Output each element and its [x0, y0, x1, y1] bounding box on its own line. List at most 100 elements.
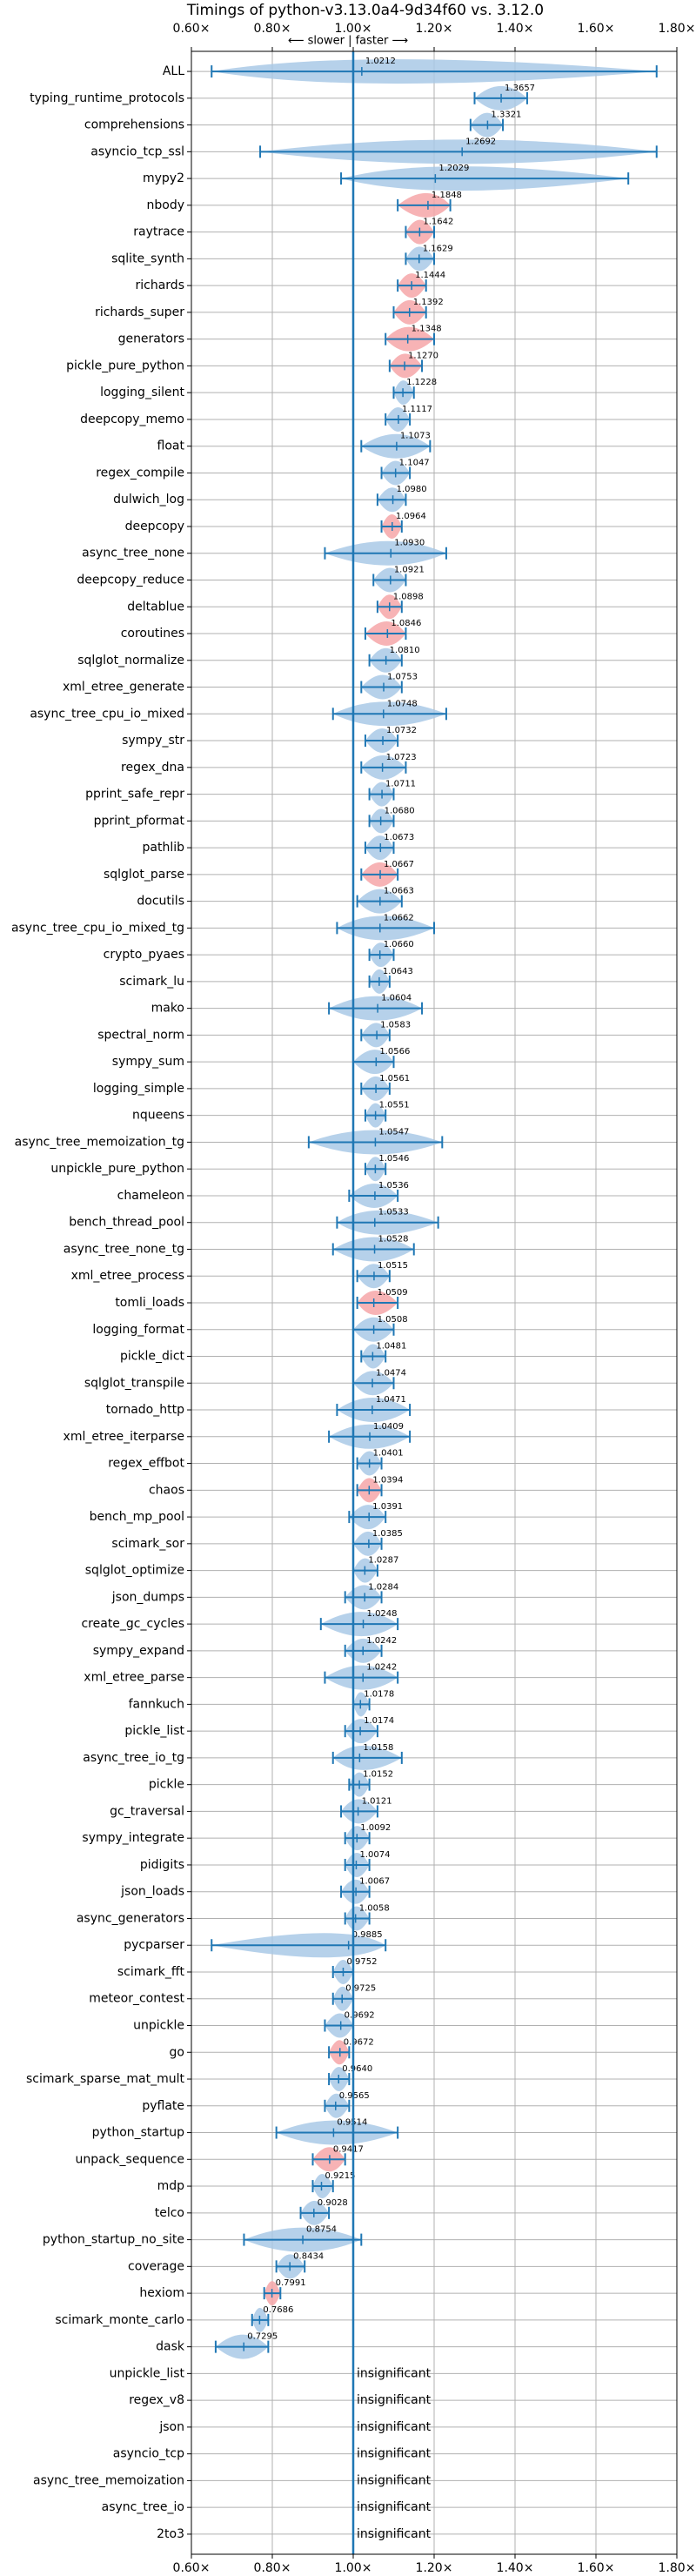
- x-tick-label: 1.40×: [497, 22, 534, 36]
- y-tick-label: chameleon: [117, 1189, 184, 1203]
- y-tick-label: pidigits: [140, 1858, 184, 1872]
- y-tick-label: spectral_norm: [97, 1028, 184, 1042]
- y-tick-label: meteor_contest: [89, 1992, 184, 2006]
- value-label: 1.0930: [394, 539, 425, 548]
- value-label: 1.0158: [363, 1743, 393, 1753]
- value-label: 1.0067: [359, 1877, 390, 1887]
- y-tick-label: json: [158, 2420, 184, 2434]
- y-tick-label: ALL: [163, 64, 184, 78]
- y-tick-label: sympy_str: [122, 734, 184, 748]
- value-label: 1.0212: [365, 57, 396, 66]
- value-label: 1.0660: [384, 940, 414, 949]
- y-tick-label: nqueens: [132, 1109, 184, 1123]
- chart-title: Timings of python-v3.13.0a4-9d34f60 vs. …: [186, 2, 544, 19]
- value-label: 1.0964: [396, 512, 426, 521]
- value-label: 1.0242: [366, 1636, 397, 1646]
- y-tick-label: generators: [118, 332, 184, 346]
- value-label: 0.9752: [346, 1957, 377, 1967]
- plot-frame: [191, 50, 678, 2555]
- value-label: 0.8754: [306, 2225, 337, 2235]
- y-tick-label: deltablue: [127, 600, 184, 614]
- y-tick-label: regex_v8: [129, 2393, 184, 2407]
- y-tick-label: scimark_monte_carlo: [55, 2313, 184, 2327]
- y-tick-label: xml_etree_generate: [63, 681, 184, 694]
- y-tick-label: dulwich_log: [113, 493, 184, 506]
- value-label: 1.0547: [378, 1127, 409, 1137]
- value-label: 0.7686: [263, 2305, 293, 2315]
- value-label: 1.1348: [412, 325, 442, 334]
- y-tick-label: sqlglot_transpile: [84, 1376, 184, 1390]
- y-tick-label: sqlite_synth: [111, 252, 184, 265]
- y-tick-label: unpickle_list: [110, 2366, 185, 2380]
- value-label: 1.0515: [378, 1261, 408, 1271]
- value-label: 0.9215: [325, 2171, 355, 2181]
- y-tick-label: sqlglot_optimize: [85, 1564, 184, 1578]
- y-tick-label: pprint_safe_repr: [85, 788, 184, 802]
- y-tick-label: deepcopy_reduce: [77, 573, 184, 587]
- y-tick-label: typing_runtime_protocols: [30, 91, 184, 105]
- value-label: 1.1392: [413, 298, 444, 307]
- annotation: insignificant: [357, 2366, 432, 2380]
- y-tick-label: logging_format: [92, 1323, 184, 1337]
- y-tick-label: chaos: [149, 1483, 184, 1497]
- y-tick-label: pyflate: [142, 2099, 184, 2113]
- y-tick-label: tomli_loads: [115, 1296, 184, 1310]
- y-tick-label: xml_etree_process: [71, 1269, 184, 1283]
- y-tick-label: pickle_list: [124, 1724, 184, 1738]
- y-tick-label: comprehensions: [84, 118, 184, 132]
- value-label: 1.3321: [491, 111, 521, 120]
- x-axis-label: ⟵ slower | faster ⟶: [288, 35, 408, 48]
- value-label: 1.0561: [379, 1074, 410, 1083]
- y-tick-label: scimark_sor: [111, 1537, 184, 1551]
- y-tick-label: pycparser: [124, 1938, 184, 1952]
- value-label: 1.1117: [402, 405, 432, 414]
- annotation: insignificant: [357, 2473, 432, 2487]
- y-tick-label: crypto_pyaes: [104, 948, 184, 962]
- y-tick-label: coverage: [128, 2259, 184, 2273]
- value-label: 1.2029: [438, 164, 469, 173]
- value-label: 1.1848: [432, 191, 462, 200]
- value-label: 1.0846: [391, 619, 421, 628]
- y-tick-label: json_dumps: [111, 1590, 184, 1604]
- value-label: 1.0667: [384, 860, 414, 869]
- y-tick-label: scimark_sparse_mat_mult: [26, 2072, 184, 2086]
- value-label: 1.0643: [383, 967, 413, 976]
- value-label: 0.9692: [345, 2011, 375, 2021]
- value-label: 1.0385: [372, 1529, 403, 1539]
- y-tick-label: docutils: [137, 895, 184, 909]
- y-tick-label: scimark_fft: [117, 1965, 185, 1979]
- value-label: 1.0471: [376, 1395, 406, 1405]
- y-tick-label: async_tree_cpu_io_mixed_tg: [11, 921, 184, 935]
- y-tick-label: pickle_pure_python: [66, 359, 184, 372]
- value-label: 1.0566: [379, 1047, 410, 1057]
- value-label: 1.0536: [378, 1181, 409, 1191]
- y-tick-label: bench_mp_pool: [90, 1510, 184, 1524]
- y-tick-label: logging_simple: [93, 1082, 184, 1096]
- y-tick-label: go: [170, 2045, 184, 2059]
- value-label: 1.0284: [368, 1582, 398, 1592]
- y-tick-label: async_tree_none_tg: [64, 1242, 184, 1256]
- y-tick-label: richards: [136, 278, 185, 292]
- y-tick-label: float: [157, 439, 185, 453]
- x-tick-label: 1.60×: [578, 22, 615, 36]
- value-label: 1.0898: [393, 592, 424, 601]
- value-label: 1.0474: [376, 1368, 406, 1378]
- value-label: 1.0662: [384, 913, 414, 922]
- y-tick-label: hexiom: [139, 2286, 184, 2300]
- value-label: 1.0528: [378, 1234, 409, 1244]
- y-tick-label: async_tree_memoization: [33, 2473, 184, 2487]
- value-label: 0.9417: [333, 2144, 364, 2154]
- annotation: insignificant: [357, 2500, 432, 2514]
- y-tick-label: logging_silent: [100, 386, 184, 399]
- x-tick-label: 0.80×: [254, 22, 291, 36]
- y-tick-label: deepcopy: [125, 520, 184, 533]
- y-tick-label: create_gc_cycles: [81, 1617, 184, 1631]
- value-label: 0.9640: [342, 2064, 372, 2074]
- value-label: 1.0509: [378, 1288, 408, 1298]
- value-label: 1.1642: [423, 218, 453, 227]
- y-tick-label: bench_thread_pool: [69, 1216, 184, 1230]
- value-label: 1.1444: [415, 271, 445, 280]
- value-label: 1.0753: [387, 673, 418, 682]
- y-tick-label: 2to3: [157, 2527, 184, 2541]
- y-tick-label: nbody: [147, 198, 185, 212]
